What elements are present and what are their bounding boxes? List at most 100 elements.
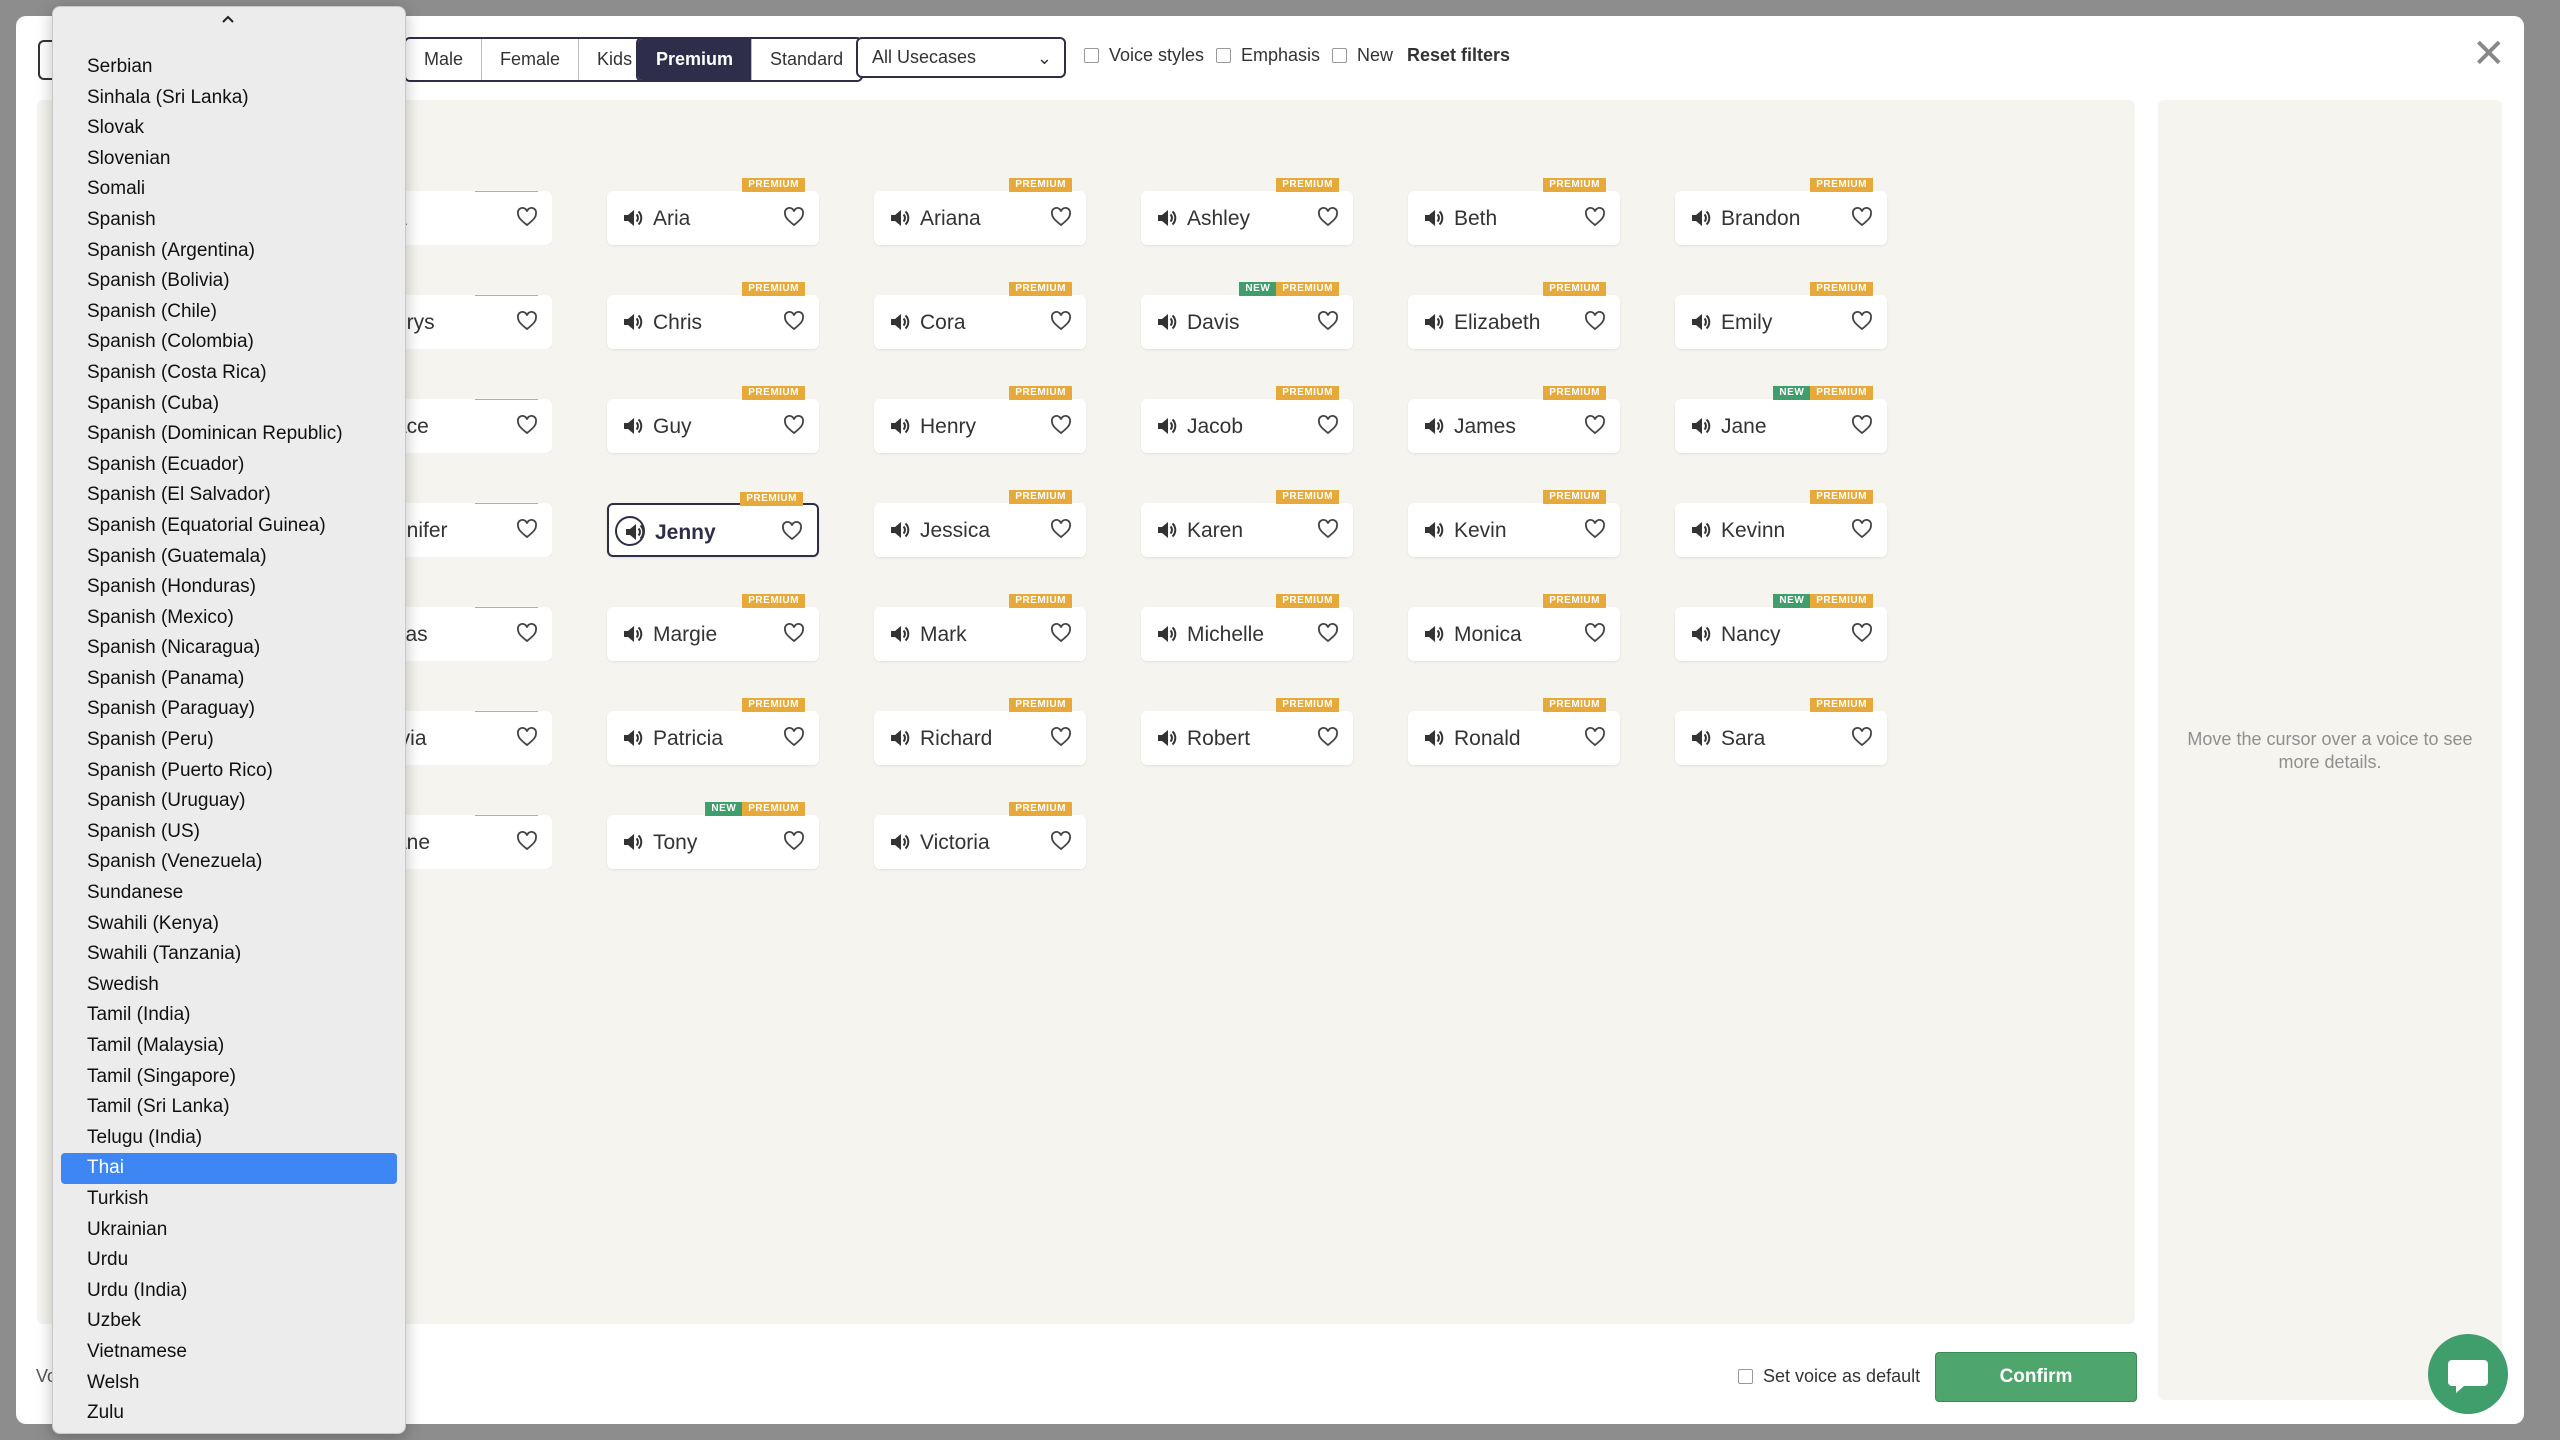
- heart-icon[interactable]: [783, 310, 805, 332]
- heart-icon[interactable]: [1851, 206, 1873, 228]
- voice-card[interactable]: PREMIUM ace: [400, 399, 552, 453]
- heart-icon[interactable]: [783, 726, 805, 748]
- language-option[interactable]: Spanish (Honduras): [87, 576, 256, 598]
- heart-icon[interactable]: [1584, 206, 1606, 228]
- speaker-icon[interactable]: [888, 727, 910, 749]
- voice-card[interactable]: PREMIUM Sara: [1675, 698, 1887, 765]
- voice-card[interactable]: PREMIUM Jessica: [874, 490, 1086, 557]
- heart-icon[interactable]: [1851, 518, 1873, 540]
- voice-card[interactable]: PREMIUM erys: [400, 295, 552, 349]
- language-option[interactable]: Uzbek: [87, 1310, 141, 1332]
- speaker-icon[interactable]: [1422, 519, 1444, 541]
- language-option[interactable]: Ukrainian: [87, 1218, 168, 1240]
- heart-icon[interactable]: [783, 206, 805, 228]
- heart-icon[interactable]: [516, 310, 538, 332]
- speaker-icon[interactable]: [888, 623, 910, 645]
- heart-icon[interactable]: [516, 726, 538, 748]
- voice-card[interactable]: PREMIUM Ariana: [874, 178, 1086, 245]
- heart-icon[interactable]: [516, 622, 538, 644]
- heart-icon[interactable]: [516, 830, 538, 852]
- voice-card[interactable]: PREMIUM Robert: [1141, 698, 1353, 765]
- tier-standard-button[interactable]: Standard: [752, 39, 862, 80]
- set-default-option[interactable]: Set voice as default: [1738, 1366, 1920, 1387]
- scroll-up-icon[interactable]: [218, 9, 238, 29]
- reset-filters-link[interactable]: Reset filters: [1407, 45, 1511, 65]
- speaker-icon[interactable]: [1422, 727, 1444, 749]
- voice-card[interactable]: PREMIUM Patricia: [607, 698, 819, 765]
- voice-card[interactable]: PREMIUMa: [400, 191, 552, 245]
- tier-premium-button[interactable]: Premium: [638, 39, 753, 80]
- voice-card[interactable]: PREMIUM Cora: [874, 282, 1086, 349]
- language-option[interactable]: Spanish (Puerto Rico): [87, 759, 273, 781]
- language-option[interactable]: Spanish (Bolivia): [87, 270, 230, 292]
- gender-female-button[interactable]: Female: [482, 39, 580, 80]
- speaker-icon[interactable]: [1689, 207, 1711, 229]
- speaker-icon[interactable]: [1422, 415, 1444, 437]
- language-option[interactable]: Spanish (Equatorial Guinea): [87, 514, 326, 536]
- language-option[interactable]: Spanish (Chile): [87, 300, 217, 322]
- speaker-icon[interactable]: [888, 415, 910, 437]
- voice-card[interactable]: PREMIUM Kevinn: [1675, 490, 1887, 557]
- voice-card[interactable]: PREMIUM Karen: [1141, 490, 1353, 557]
- heart-icon[interactable]: [1317, 310, 1339, 332]
- voice-card[interactable]: NEW PREMIUM Tony: [607, 802, 819, 869]
- language-option[interactable]: Swahili (Tanzania): [87, 943, 242, 965]
- close-icon[interactable]: ✕: [2472, 32, 2506, 76]
- heart-icon[interactable]: [1851, 414, 1873, 436]
- heart-icon[interactable]: [516, 414, 538, 436]
- heart-icon[interactable]: [1584, 726, 1606, 748]
- voice-card[interactable]: PREMIUM Guy: [607, 386, 819, 453]
- voice-card[interactable]: PREMIUM Kevin: [1408, 490, 1620, 557]
- language-option[interactable]: Tamil (Singapore): [87, 1065, 236, 1087]
- language-option[interactable]: Spanish (Mexico): [87, 606, 234, 628]
- heart-icon[interactable]: [1851, 310, 1873, 332]
- speaker-icon[interactable]: [623, 521, 645, 543]
- heart-icon[interactable]: [783, 622, 805, 644]
- gender-male-button[interactable]: Male: [406, 39, 483, 80]
- voice-card[interactable]: PREMIUM nnifer: [400, 503, 552, 557]
- heart-icon[interactable]: [1050, 206, 1072, 228]
- heart-icon[interactable]: [1851, 622, 1873, 644]
- heart-icon[interactable]: [1851, 726, 1873, 748]
- language-option[interactable]: Spanish (Nicaragua): [87, 637, 261, 659]
- filter-voice-styles[interactable]: Voice styles: [1084, 45, 1204, 66]
- voice-card[interactable]: PREMIUM ivia: [400, 711, 552, 765]
- language-option[interactable]: Spanish: [87, 208, 156, 230]
- language-option[interactable]: Tamil (India): [87, 1004, 191, 1026]
- speaker-icon[interactable]: [621, 831, 643, 853]
- speaker-icon[interactable]: [1155, 519, 1177, 541]
- voice-card[interactable]: PREMIUM Monica: [1408, 594, 1620, 661]
- heart-icon[interactable]: [1050, 726, 1072, 748]
- language-option[interactable]: Welsh: [87, 1371, 140, 1393]
- language-option[interactable]: Turkish: [87, 1187, 149, 1209]
- speaker-icon[interactable]: [1689, 415, 1711, 437]
- heart-icon[interactable]: [1584, 414, 1606, 436]
- voice-card[interactable]: PREMIUM Jenny: [607, 492, 819, 557]
- heart-icon[interactable]: [783, 830, 805, 852]
- heart-icon[interactable]: [1050, 414, 1072, 436]
- language-option[interactable]: Spanish (Panama): [87, 667, 245, 689]
- language-option[interactable]: Spanish (Colombia): [87, 331, 254, 353]
- voice-card[interactable]: NEW PREMIUM Nancy: [1675, 594, 1887, 661]
- heart-icon[interactable]: [781, 520, 803, 542]
- speaker-icon[interactable]: [1422, 207, 1444, 229]
- voice-card[interactable]: PREMIUM Aria: [607, 178, 819, 245]
- language-option[interactable]: Spanish (US): [87, 820, 200, 842]
- language-option[interactable]: Spanish (Venezuela): [87, 851, 263, 873]
- voice-card[interactable]: PREMIUM Ashley: [1141, 178, 1353, 245]
- voice-card[interactable]: PREMIUM Victoria: [874, 802, 1086, 869]
- language-option[interactable]: Swedish: [87, 973, 159, 995]
- speaker-icon[interactable]: [1155, 415, 1177, 437]
- language-option[interactable]: Slovenian: [87, 147, 171, 169]
- language-option[interactable]: Spanish (Argentina): [87, 239, 255, 261]
- speaker-icon[interactable]: [1689, 623, 1711, 645]
- heart-icon[interactable]: [1317, 726, 1339, 748]
- speaker-icon[interactable]: [621, 623, 643, 645]
- voice-card[interactable]: PREMIUM Henry: [874, 386, 1086, 453]
- language-option[interactable]: Slovak: [87, 117, 145, 139]
- emphasis-checkbox[interactable]: [1216, 48, 1231, 63]
- speaker-icon[interactable]: [888, 311, 910, 333]
- voice-card[interactable]: PREMIUM Margie: [607, 594, 819, 661]
- language-option[interactable]: Spanish (Cuba): [87, 392, 220, 414]
- speaker-icon[interactable]: [1422, 311, 1444, 333]
